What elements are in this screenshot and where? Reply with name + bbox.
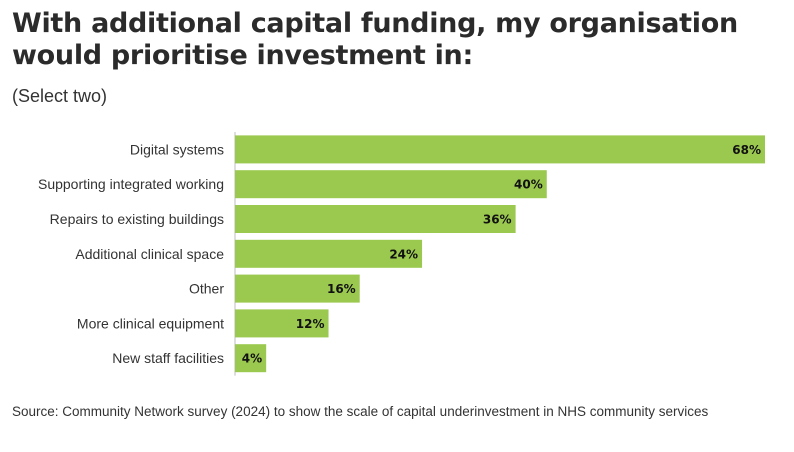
value-label: 24%	[389, 247, 418, 261]
bar	[235, 309, 329, 338]
value-label: 4%	[242, 352, 262, 366]
source-note: Source: Community Network survey (2024) …	[12, 404, 709, 419]
bar-chart: Digital systems 68% Supporting integrated …	[38, 132, 765, 376]
category-label: New staff facilities	[112, 350, 224, 366]
chart-title: With additional capital funding, my orga…	[12, 8, 738, 71]
bar	[235, 135, 765, 164]
bar	[235, 205, 516, 233]
value-label: 40%	[514, 178, 543, 192]
bar	[235, 170, 547, 199]
bar	[235, 274, 360, 303]
category-label: Additional clinical space	[75, 246, 224, 262]
category-label: Other	[189, 281, 224, 297]
category-label: Repairs to existing buildings	[50, 211, 224, 227]
bar	[235, 239, 423, 268]
value-label: 68%	[732, 143, 761, 157]
category-label: Digital systems	[130, 141, 224, 157]
value-label: 36%	[483, 213, 512, 227]
value-label: 16%	[327, 282, 356, 296]
category-label: More clinical equipment	[77, 315, 224, 331]
bar	[235, 344, 267, 373]
chart-subtitle: (Select two)	[12, 86, 108, 106]
category-label: Supporting integrated working	[38, 176, 224, 192]
value-label: 12%	[296, 317, 325, 331]
